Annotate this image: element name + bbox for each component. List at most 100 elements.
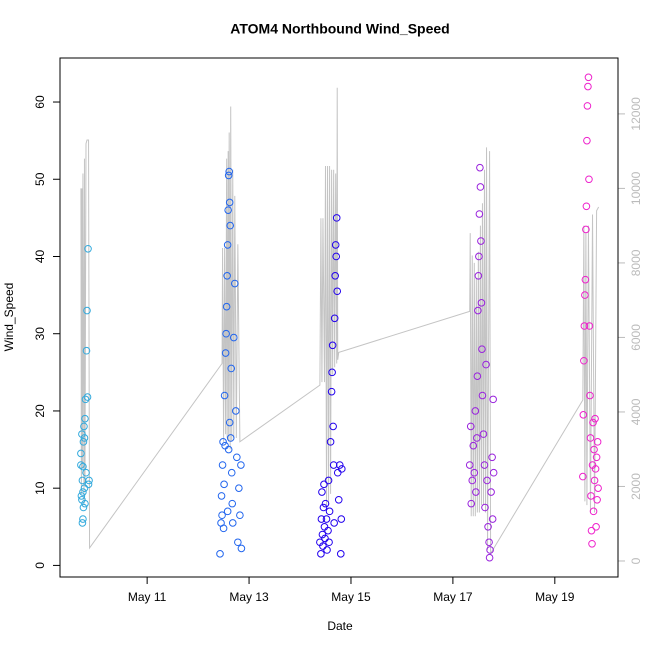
point: [228, 519, 237, 527]
point: [324, 476, 333, 485]
point: [224, 445, 233, 454]
point: [582, 225, 590, 234]
point: [217, 492, 226, 500]
point: [338, 465, 346, 473]
point: [473, 372, 482, 380]
point: [321, 499, 330, 508]
point: [325, 538, 333, 547]
point: [591, 414, 599, 423]
point: [336, 550, 345, 558]
point: [220, 480, 228, 489]
point: [79, 462, 87, 471]
point: [584, 73, 593, 82]
point: [592, 522, 600, 531]
point: [79, 438, 88, 446]
point: [330, 314, 339, 323]
point: [222, 302, 231, 311]
point: [579, 411, 588, 419]
point: [586, 434, 595, 442]
point: [471, 407, 480, 415]
point: [219, 524, 228, 533]
point: [332, 214, 341, 222]
point: [234, 538, 242, 547]
line: [80, 87, 600, 556]
point: [216, 550, 224, 558]
point: [224, 206, 232, 214]
point: [218, 461, 227, 469]
point: [328, 341, 337, 350]
point: [227, 364, 236, 373]
y2-tick-label: 10000: [629, 171, 643, 205]
point: [475, 210, 484, 218]
point: [475, 252, 483, 261]
point: [218, 511, 226, 520]
point: [474, 306, 482, 315]
point: [236, 511, 244, 520]
point: [593, 438, 602, 446]
point: [227, 468, 236, 477]
point: [333, 287, 342, 296]
point: [580, 356, 588, 365]
point: [482, 360, 490, 369]
point: [219, 438, 227, 446]
point: [324, 526, 332, 535]
x-tick-label: May 13: [229, 590, 269, 604]
point: [230, 279, 239, 288]
point: [469, 441, 478, 450]
point: [588, 539, 596, 548]
y2-tick-label: 12000: [629, 97, 643, 131]
point: [323, 546, 331, 554]
point: [318, 488, 326, 496]
point: [472, 488, 480, 496]
point: [332, 252, 340, 261]
point: [466, 422, 475, 431]
point: [476, 163, 484, 172]
point: [223, 241, 232, 249]
point: [591, 465, 600, 473]
y2-tick-label: 2000: [629, 473, 643, 500]
point: [226, 434, 235, 442]
point: [582, 202, 591, 211]
point: [483, 476, 491, 485]
point: [84, 480, 93, 489]
point: [337, 515, 346, 523]
point: [329, 422, 337, 431]
point: [77, 449, 85, 458]
point: [82, 346, 91, 355]
point: [77, 492, 86, 500]
point: [80, 484, 89, 492]
point: [592, 453, 601, 462]
point: [237, 461, 245, 469]
point: [77, 461, 85, 469]
point: [587, 526, 596, 535]
point: [223, 271, 231, 280]
point: [328, 368, 336, 377]
point: [225, 167, 233, 176]
point: [225, 418, 234, 427]
point: [585, 175, 593, 184]
x-tick-label: May 11: [128, 590, 167, 604]
point: [489, 468, 498, 477]
point: [468, 476, 477, 485]
point: [80, 434, 89, 442]
point: [325, 507, 334, 516]
y-tick-label: 50: [33, 172, 47, 186]
point: [235, 484, 243, 492]
point: [481, 503, 489, 512]
point: [467, 499, 476, 508]
point: [319, 503, 328, 512]
plot-frame: [59, 57, 619, 578]
point: [478, 391, 487, 400]
point: [488, 515, 497, 523]
point: [593, 495, 601, 504]
point: [473, 434, 481, 442]
x-tick-label: May 19: [535, 590, 575, 604]
point: [322, 515, 331, 523]
point: [579, 472, 587, 481]
y-tick-label: 30: [33, 327, 47, 341]
point: [79, 488, 87, 496]
point: [81, 499, 89, 508]
point: [78, 519, 87, 527]
point: [476, 183, 485, 191]
point: [326, 438, 335, 446]
